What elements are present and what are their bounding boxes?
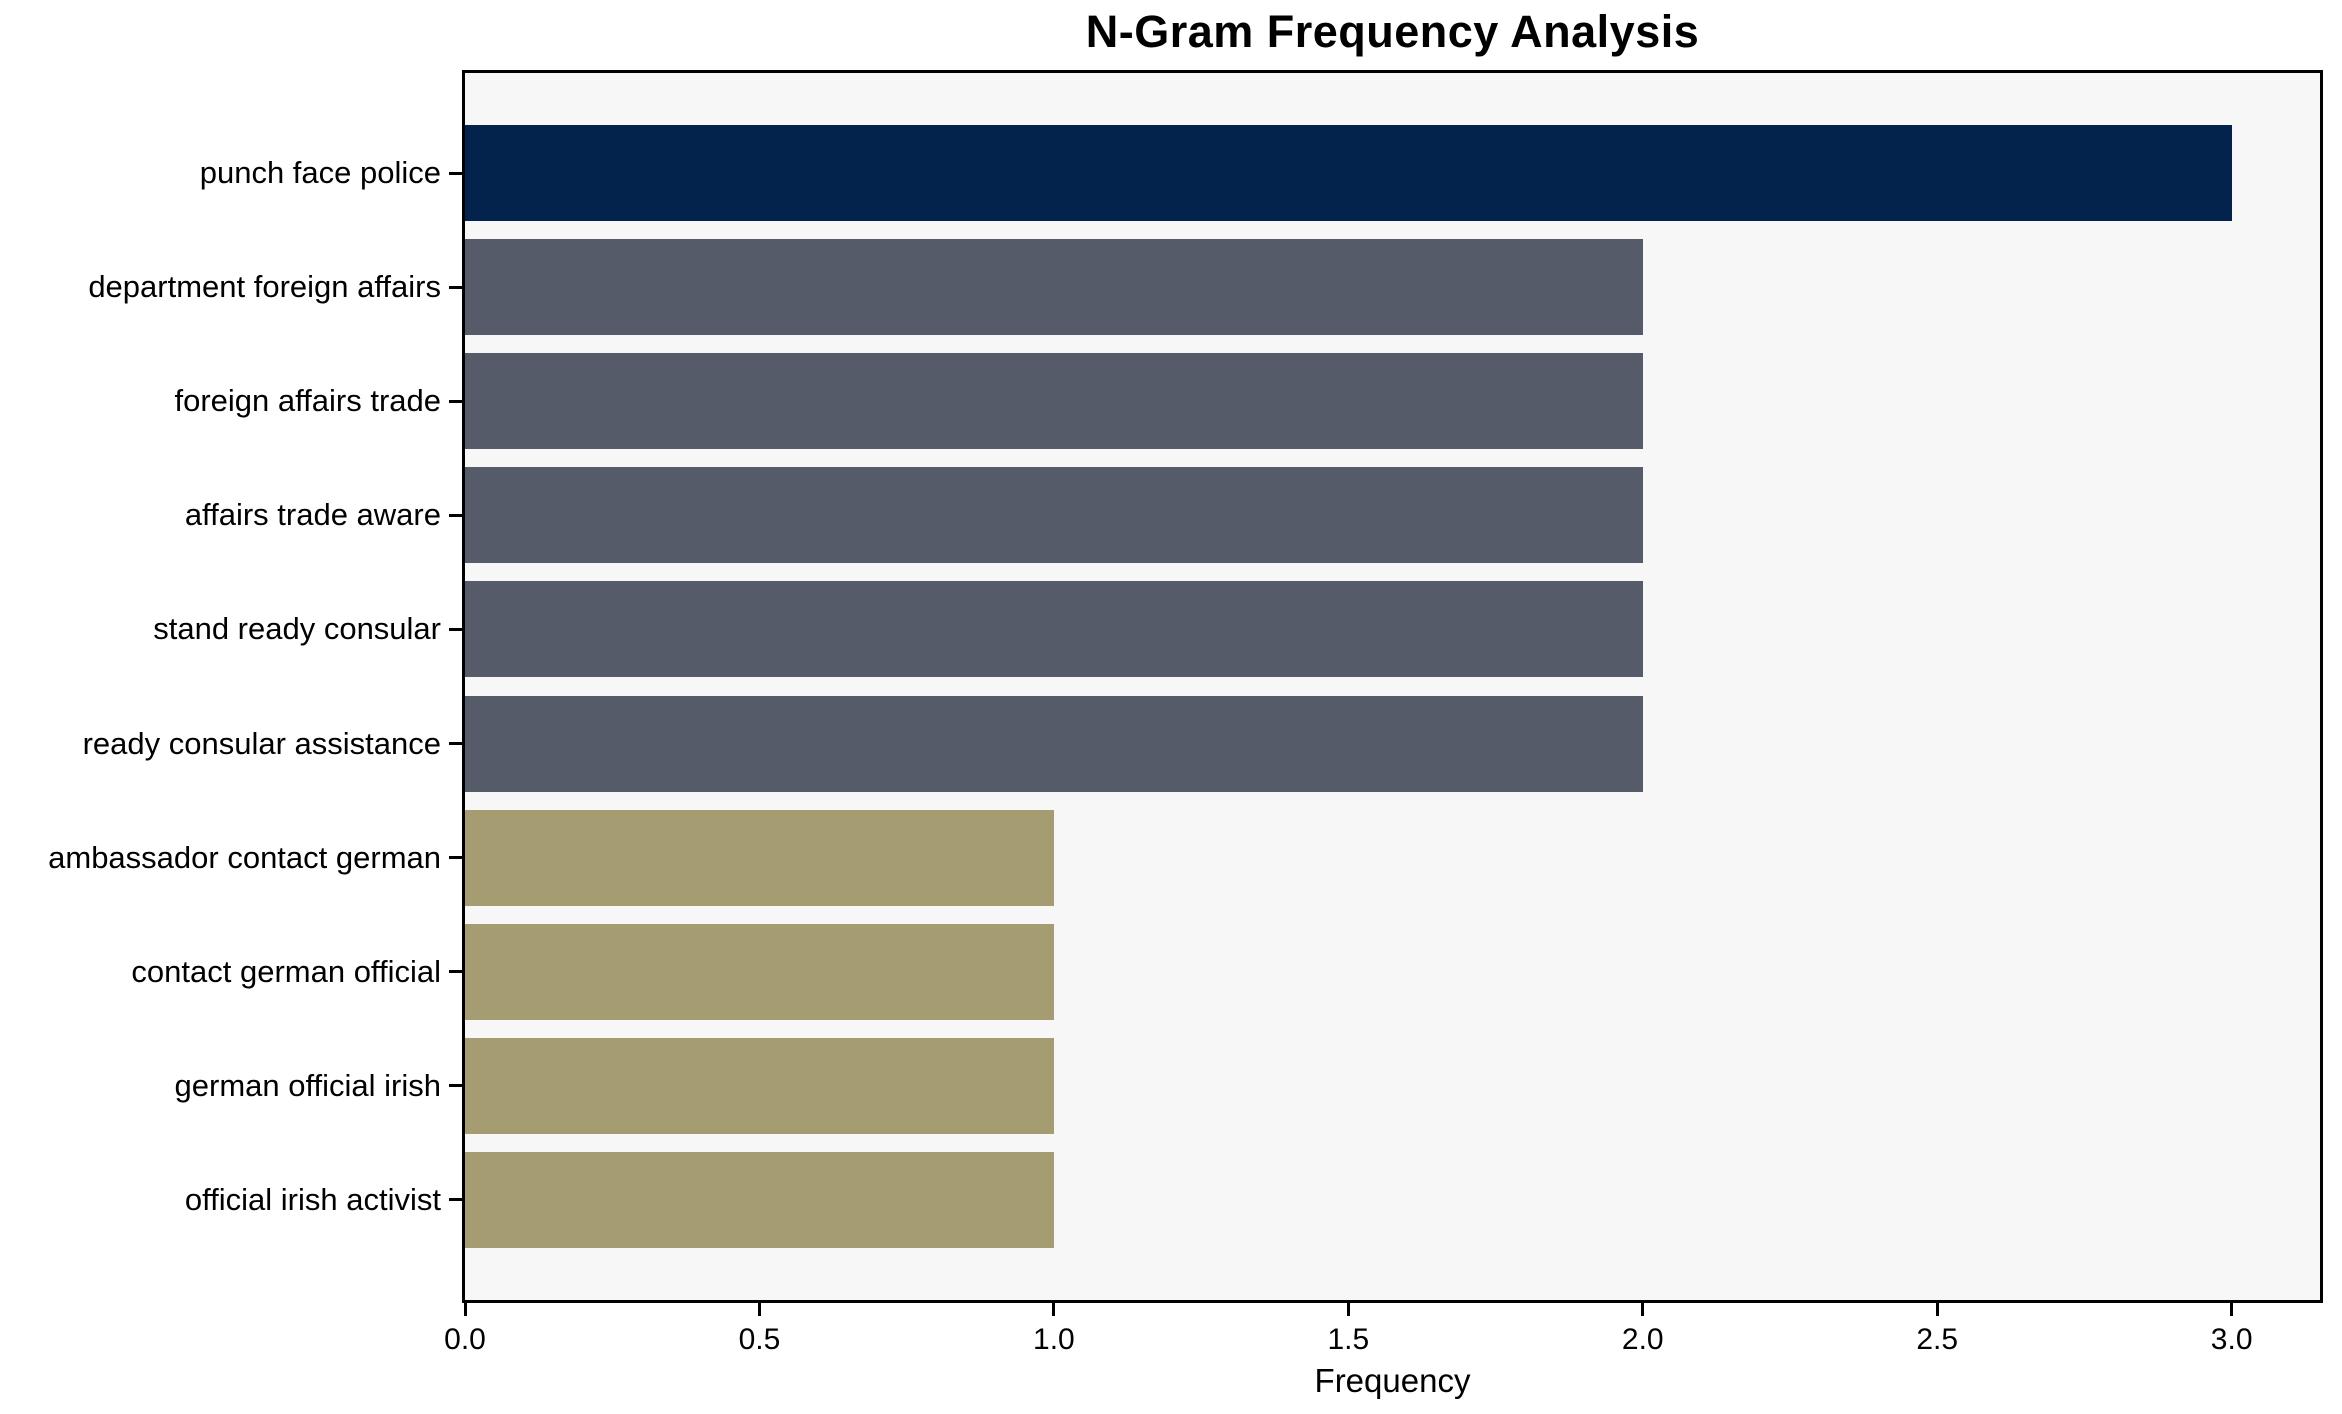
x-tick (2230, 1303, 2234, 1316)
x-tick-label-2.0: 2.0 (1621, 1323, 1664, 1356)
x-tick-label-1.0: 1.0 (1033, 1323, 1075, 1356)
x-tick (757, 1303, 761, 1316)
y-tick-label-affairs-trade-aware: affairs trade aware (184, 497, 441, 533)
bar-foreign-affairs-trade (465, 353, 1643, 450)
bar-contact-german-official (465, 923, 1054, 1020)
bar-ambassador-contact-german (465, 809, 1054, 906)
y-tick (449, 171, 462, 175)
y-tick (449, 970, 462, 974)
y-tick-label-stand-ready-consular: stand ready consular (153, 611, 441, 647)
y-tick-label-german-official-irish: german official irish (174, 1067, 441, 1103)
x-tick-label-2.5: 2.5 (1916, 1323, 1959, 1356)
y-tick (449, 285, 462, 289)
x-axis-title: Frequency (1314, 1362, 1471, 1399)
y-tick-label-official-irish-activist: official irish activist (184, 1181, 441, 1217)
x-tick-label-3.0: 3.0 (2210, 1323, 2253, 1356)
x-tick (1346, 1303, 1350, 1316)
y-tick-label-ready-consular-assistance: ready consular assistance (82, 725, 441, 761)
y-tick (449, 1198, 462, 1202)
bar-affairs-trade-aware (465, 467, 1643, 564)
y-tick (449, 1084, 462, 1088)
plot-area (462, 70, 2323, 1303)
y-tick (449, 513, 462, 517)
bar-stand-ready-consular (465, 581, 1643, 678)
bar-ready-consular-assistance (465, 695, 1643, 792)
y-tick-label-department-foreign-affairs: department foreign affairs (88, 269, 441, 305)
x-tick (463, 1303, 467, 1316)
y-tick-label-ambassador-contact-german: ambassador contact german (48, 839, 441, 875)
y-tick-label-punch-face-police: punch face police (199, 155, 441, 191)
x-tick-label-1.5: 1.5 (1327, 1323, 1370, 1356)
y-tick (449, 742, 462, 746)
bar-german-official-irish (465, 1037, 1054, 1134)
x-tick (1641, 1303, 1645, 1316)
y-tick (449, 627, 462, 631)
chart-title: N-Gram Frequency Analysis (1085, 6, 1700, 57)
bar-official-irish-activist (465, 1151, 1054, 1248)
y-tick (449, 399, 462, 403)
x-tick (1052, 1303, 1056, 1316)
bar-punch-face-police (465, 125, 2232, 222)
x-tick-label-0.5: 0.5 (738, 1323, 781, 1356)
y-tick-label-foreign-affairs-trade: foreign affairs trade (174, 383, 441, 419)
x-tick (1935, 1303, 1939, 1316)
y-tick-label-contact-german-official: contact german official (131, 953, 441, 989)
bar-department-foreign-affairs (465, 239, 1643, 336)
x-tick-label-0.0: 0.0 (444, 1323, 486, 1356)
y-tick (449, 856, 462, 860)
